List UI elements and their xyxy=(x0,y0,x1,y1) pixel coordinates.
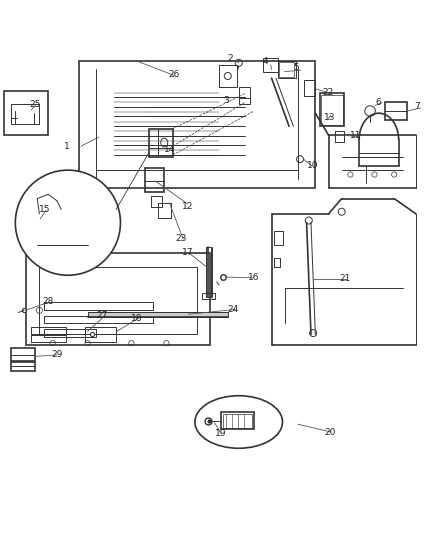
Bar xyxy=(335,131,344,142)
Bar xyxy=(39,205,70,238)
Text: 17: 17 xyxy=(182,248,193,257)
Text: 26: 26 xyxy=(169,70,180,79)
Text: 23: 23 xyxy=(175,233,187,243)
Text: 11: 11 xyxy=(350,132,362,141)
Circle shape xyxy=(15,170,120,275)
Text: 13: 13 xyxy=(324,113,336,122)
Bar xyxy=(239,87,250,104)
Bar xyxy=(274,258,280,266)
Bar xyxy=(274,231,283,245)
Bar xyxy=(31,327,66,334)
Bar xyxy=(221,412,254,430)
Text: 5: 5 xyxy=(293,63,299,72)
Text: 25: 25 xyxy=(30,100,41,109)
Bar xyxy=(145,168,164,192)
Text: 19: 19 xyxy=(215,429,226,438)
Text: 7: 7 xyxy=(414,102,420,111)
Bar xyxy=(151,197,162,207)
Bar xyxy=(278,61,296,78)
Bar xyxy=(79,61,315,188)
Bar xyxy=(85,334,116,342)
Bar xyxy=(44,316,153,324)
Ellipse shape xyxy=(195,395,283,448)
Text: 20: 20 xyxy=(324,429,336,438)
Bar xyxy=(4,91,48,135)
Bar xyxy=(11,362,35,371)
Text: 22: 22 xyxy=(322,88,333,97)
Bar xyxy=(206,247,211,297)
Text: 10: 10 xyxy=(307,161,318,170)
Bar xyxy=(31,335,66,342)
Text: 1: 1 xyxy=(64,142,69,150)
Bar xyxy=(85,327,116,334)
Bar xyxy=(44,208,66,235)
Text: 28: 28 xyxy=(42,297,54,306)
Bar xyxy=(320,93,344,126)
Bar xyxy=(26,253,210,345)
Bar xyxy=(263,59,278,71)
Text: 16: 16 xyxy=(247,272,259,281)
Bar xyxy=(321,95,343,125)
Bar xyxy=(88,312,228,317)
Bar xyxy=(11,104,39,124)
Text: 27: 27 xyxy=(96,311,108,320)
Bar xyxy=(44,329,96,336)
Text: 24: 24 xyxy=(228,305,239,314)
Text: 3: 3 xyxy=(223,96,229,106)
Text: 12: 12 xyxy=(182,201,193,211)
Bar xyxy=(219,65,237,87)
Text: 14: 14 xyxy=(164,144,176,154)
Bar xyxy=(385,102,407,120)
Text: 15: 15 xyxy=(39,205,51,214)
Bar xyxy=(202,293,215,300)
Bar xyxy=(11,349,35,361)
Text: 18: 18 xyxy=(131,314,143,322)
Bar xyxy=(44,302,153,310)
Text: 29: 29 xyxy=(52,351,63,359)
Bar xyxy=(279,62,294,77)
Text: 2: 2 xyxy=(228,54,233,63)
Text: 21: 21 xyxy=(339,274,351,283)
Bar xyxy=(304,80,315,96)
Bar xyxy=(149,128,173,157)
Bar xyxy=(158,203,171,219)
Bar xyxy=(39,266,197,334)
Text: 4: 4 xyxy=(263,57,268,66)
Text: 6: 6 xyxy=(376,98,381,107)
Bar xyxy=(223,414,252,427)
